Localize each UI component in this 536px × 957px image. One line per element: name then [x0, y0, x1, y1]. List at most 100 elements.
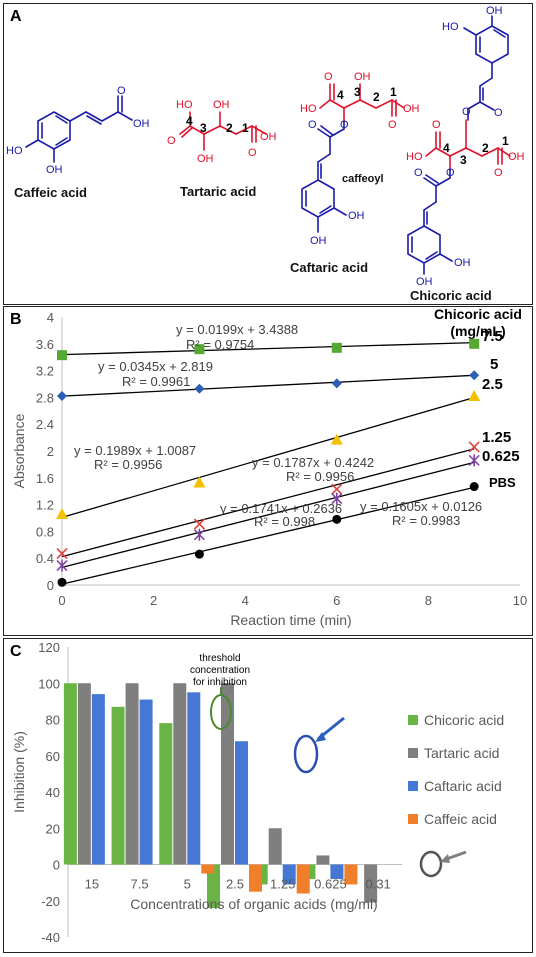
chicoric-oh-top: OH: [486, 5, 503, 17]
caftaric-oh-top: OH: [354, 71, 371, 83]
trend-equation: y = 0.0345x + 2.819: [98, 359, 213, 374]
chicoric-c1: 1: [502, 134, 509, 148]
bar: [201, 864, 215, 874]
y-tick-label: 120: [38, 640, 60, 655]
data-point: [57, 391, 67, 402]
trendline-3: [61, 448, 475, 558]
x-tick-label: 2.5: [226, 877, 244, 892]
caftaric-o-right: O: [388, 119, 397, 131]
y-tick-label: -40: [41, 930, 60, 945]
x-tick-label: 0.625: [314, 877, 347, 892]
data-point: [330, 433, 343, 445]
bar: [316, 855, 330, 865]
x-tick-label: 4: [242, 593, 249, 608]
caftaric-acid-name: Caftaric acid: [290, 260, 368, 275]
chicoric-oh-ring: OH: [454, 257, 471, 269]
tartaric-acid-structure: HO O OH OH OH O 4 3 2 1 Tartaric acid: [167, 99, 277, 199]
caffeic-ho-label: HO: [6, 145, 23, 157]
chicoric-o-left: O: [432, 119, 441, 131]
y-tick-label: 0: [47, 578, 54, 593]
bar: [364, 864, 378, 903]
structures-svg: O OH HO OH Caffeic acid HO: [6, 5, 525, 303]
y-tick-label: 3.6: [36, 337, 54, 352]
x-tick-label: 10: [513, 593, 527, 608]
chicoric-c4: 4: [443, 141, 450, 155]
caftaric-ellipse: [293, 734, 319, 774]
y-tick-label: 80: [46, 713, 60, 728]
data-point: [193, 476, 206, 488]
chicoric-o-upper: O: [494, 107, 503, 119]
chicoric-c3: 3: [460, 153, 467, 167]
trend-equation: y = 0.1741x + 0.2636: [220, 501, 342, 516]
y-tick-label: 2.4: [36, 417, 54, 432]
panel-c-inhibition: C -40 -20 0 20 40 60 80 100 120 Inhibition (%) 15 7…: [3, 638, 533, 953]
data-point: [194, 383, 205, 394]
legend-title-line2: (mg/mL): [450, 323, 505, 339]
y-tick-label: 20: [46, 821, 60, 836]
legend-swatch: [408, 781, 418, 791]
trendline-5: [61, 486, 475, 585]
trendline-2: [61, 396, 475, 519]
panel-a-label: A: [10, 8, 22, 25]
bar: [125, 683, 139, 865]
tartaric-oh-top: OH: [213, 99, 230, 111]
absorbance-chart: 0 0.4 0.8 1.2 1.6 2 2.4 2.8 3.2 3.6 4 0 2 4 6 8 10 Reacti…: [11, 306, 527, 628]
data-point: [468, 441, 480, 453]
y-tick-label: 0: [53, 858, 60, 873]
panel-a-structures: A O OH HO OH Caffeic acid: [3, 3, 533, 305]
tartaric-acid-name: Tartaric acid: [180, 184, 256, 199]
legend-label: Tartaric acid: [424, 745, 499, 761]
caftaric-ho-label: HO: [300, 103, 317, 115]
x-tick-label: 0: [58, 593, 65, 608]
bar: [139, 699, 153, 865]
caftaric-o-top: O: [324, 71, 333, 83]
series-label: 1.25: [482, 429, 511, 446]
bar: [268, 828, 282, 865]
y-tick-label: 3.2: [36, 364, 54, 379]
trend-r2: R² = 0.9983: [392, 513, 460, 528]
caftaric-ester-o: O: [340, 119, 349, 131]
series-label: PBS: [489, 475, 516, 490]
series-label: 7.5: [482, 328, 503, 345]
bar: [282, 864, 296, 885]
y-tick-label: -20: [41, 894, 60, 909]
annotation-line2: concentration: [190, 665, 250, 676]
legend-label: Chicoric acid: [424, 712, 504, 728]
caftaric-oh-ring2: OH: [310, 235, 327, 247]
y-tick-label: 0.8: [36, 524, 54, 539]
bar: [221, 683, 234, 865]
caffeic-acid-name: Caffeic acid: [14, 185, 87, 200]
chicoric-ester-o-upper: O: [462, 106, 471, 118]
x-tick-label: 6: [333, 593, 340, 608]
series-label: 0.625: [482, 448, 520, 465]
data-point: [469, 338, 480, 349]
bar: [249, 864, 262, 892]
data-point: [332, 514, 342, 524]
legend-title-line1: Chicoric acid: [434, 307, 522, 322]
tartaric-arrow-head: [440, 854, 450, 863]
y-tick-label: 40: [46, 785, 60, 800]
tartaric-c1: 1: [242, 121, 249, 135]
legend-swatch: [408, 715, 418, 725]
panel-c-label: C: [10, 643, 22, 660]
chicoric-ho-top: HO: [442, 21, 459, 33]
x-tick-label: 2: [150, 593, 157, 608]
caftaric-carbonyl-o: O: [308, 119, 317, 131]
x-tick-label: 8: [425, 593, 432, 608]
data-point: [469, 482, 479, 492]
caffeic-oh2-label: OH: [46, 164, 63, 176]
chicoric-c2: 2: [482, 141, 489, 155]
bar: [296, 864, 310, 894]
data-point: [56, 507, 68, 519]
y-axis-title: Inhibition (%): [11, 731, 27, 813]
trendline-1: [61, 374, 475, 397]
caffeic-oh-label: OH: [133, 118, 150, 130]
y-tick-label: 2.8: [36, 390, 54, 405]
series-label: 5: [490, 356, 498, 373]
y-tick-label: 2: [47, 444, 54, 459]
x-axis-title: Concentrations of organic acids (mg/ml): [130, 896, 377, 912]
x-tick-label: 7.5: [131, 877, 149, 892]
bar: [344, 864, 358, 885]
y-tick-label: 100: [38, 676, 60, 691]
caftaric-arrow-head: [315, 732, 326, 742]
